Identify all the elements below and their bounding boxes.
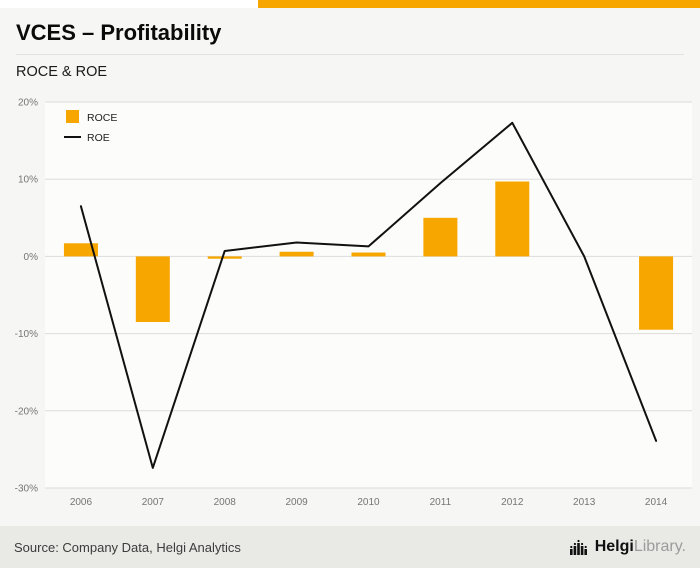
x-tick-label: 2006 — [70, 497, 93, 508]
bar-2009 — [279, 251, 314, 257]
y-tick-label: 0% — [24, 252, 39, 263]
top-accent-bar — [0, 0, 700, 8]
page-title: VCES – Profitability — [16, 20, 222, 45]
x-tick-label: 2014 — [645, 497, 668, 508]
chart-area: 20% 10% 0% -10% -20% -30% 2006 2007 2008 2009 2010… — [0, 94, 700, 518]
x-tick-label: 2010 — [357, 497, 380, 508]
helgi-library-logo: HelgiLibrary. — [569, 537, 686, 557]
legend-swatch-roce — [66, 110, 79, 123]
x-tick-label: 2013 — [573, 497, 596, 508]
source-text: Source: Company Data, Helgi Analytics — [14, 539, 241, 555]
chart-subtitle: ROCE & ROE — [16, 64, 108, 81]
x-tick-label: 2008 — [214, 497, 237, 508]
logo-text-bold: Helgi — [594, 538, 634, 555]
roe-line — [79, 121, 658, 469]
bar-2007 — [135, 256, 170, 323]
bar-2014 — [639, 256, 674, 330]
y-tick-label: -10% — [15, 329, 38, 340]
legend-label-roe: ROE — [87, 132, 110, 144]
bar-2010 — [351, 252, 386, 257]
y-tick-label: 10% — [18, 175, 38, 186]
logo-text: HelgiLibrary. — [595, 538, 686, 556]
x-tick-label: 2011 — [430, 497, 452, 508]
y-tick-label: -30% — [15, 484, 38, 495]
x-tick-label: 2007 — [142, 497, 165, 508]
bar-2012 — [495, 181, 530, 257]
header: VCES – Profitability ROCE & ROE — [0, 8, 700, 80]
roce-roe-chart: 20% 10% 0% -10% -20% -30% 2006 2007 2008 2009 2010… — [15, 98, 692, 508]
top-accent-gap — [0, 0, 258, 8]
bar-2011 — [423, 217, 458, 257]
x-tick-label: 2009 — [285, 497, 308, 508]
x-tick-label: 2012 — [501, 497, 524, 508]
helgi-logo-icon — [569, 539, 587, 555]
bar-2006 — [63, 243, 98, 257]
top-accent-fill — [258, 0, 700, 8]
y-tick-label: 20% — [18, 98, 38, 109]
legend-label-roce: ROCE — [87, 112, 117, 124]
logo-text-light: Library. — [633, 538, 686, 555]
y-tick-label: -20% — [15, 406, 38, 417]
footer: Source: Company Data, Helgi Analytics He… — [0, 526, 700, 568]
bar-2008 — [207, 256, 242, 259]
header-divider — [16, 54, 684, 56]
